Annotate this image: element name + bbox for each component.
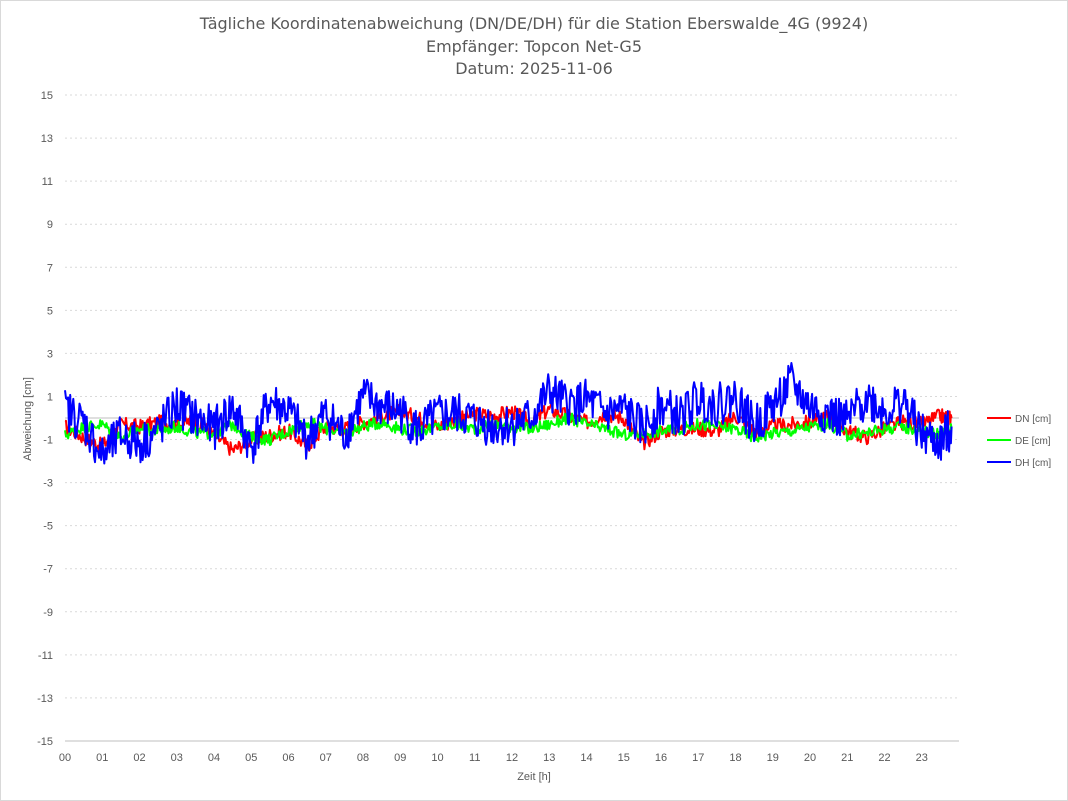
legend-label: DN [cm]: [1015, 414, 1051, 425]
y-tick-label: 9: [47, 219, 53, 231]
legend: DN [cm] DE [cm] DH [cm]: [987, 414, 1051, 469]
legend-label: DE [cm]: [1015, 436, 1051, 447]
x-tick-label: 12: [506, 752, 518, 764]
x-tick-label: 23: [916, 752, 928, 764]
x-tick-label: 01: [96, 752, 108, 764]
y-tick-label: 5: [47, 305, 53, 317]
y-tick-label: -5: [43, 521, 53, 533]
y-tick-label: -9: [43, 607, 53, 619]
y-tick-label: -1: [43, 435, 53, 447]
x-tick-label: 05: [245, 752, 257, 764]
chart-title-line-2: Empfänger: Topcon Net-G5: [426, 37, 642, 56]
x-tick-label: 00: [59, 752, 71, 764]
x-tick-label: 20: [804, 752, 816, 764]
x-axis-label: Zeit [h]: [517, 771, 551, 783]
x-tick-label: 21: [841, 752, 853, 764]
x-tick-label: 15: [618, 752, 630, 764]
chart-title-line-3: Datum: 2025-11-06: [455, 59, 613, 78]
series-lines: [64, 362, 953, 465]
x-tick-label: 16: [655, 752, 667, 764]
y-axis-ticks: 15 13 11 9 7 5 3 1 -1 -3 -5 -7 -9 -11 -13 -15: [37, 90, 53, 748]
x-tick-label: 07: [320, 752, 332, 764]
x-tick-label: 03: [171, 752, 183, 764]
y-tick-label: -7: [43, 564, 53, 576]
x-tick-label: 17: [692, 752, 704, 764]
x-tick-label: 04: [208, 752, 220, 764]
x-tick-label: 06: [282, 752, 294, 764]
series-line-dh: [64, 362, 953, 465]
legend-label: DH [cm]: [1015, 458, 1051, 469]
x-tick-label: 08: [357, 752, 369, 764]
chart-title-group: Tägliche Koordinatenabweichung (DN/DE/DH…: [199, 14, 868, 78]
y-tick-label: -11: [38, 650, 53, 662]
x-tick-label: 22: [878, 752, 890, 764]
x-tick-label: 13: [543, 752, 555, 764]
x-axis-ticks: 00 01 02 03 04 05 06 07 08 09 10 11 12 13 14 15 16 17 18 19…: [59, 752, 928, 764]
y-tick-label: 13: [41, 133, 53, 145]
chart-title-line-1: Tägliche Koordinatenabweichung (DN/DE/DH…: [199, 14, 868, 34]
x-tick-label: 11: [469, 752, 480, 764]
y-tick-label: -13: [37, 693, 53, 705]
x-tick-label: 18: [729, 752, 741, 764]
x-tick-label: 02: [133, 752, 145, 764]
y-tick-label: 15: [41, 90, 53, 102]
y-tick-label: 3: [47, 348, 53, 360]
y-tick-label: 11: [42, 176, 53, 188]
y-axis-label: Abweichung [cm]: [22, 377, 34, 461]
x-tick-label: 19: [767, 752, 779, 764]
x-tick-label: 10: [431, 752, 443, 764]
y-tick-label: -15: [37, 736, 53, 748]
y-tick-label: 1: [47, 391, 53, 403]
y-tick-label: 7: [47, 262, 53, 274]
y-tick-label: -3: [43, 478, 53, 490]
x-tick-label: 14: [580, 752, 592, 764]
x-tick-label: 09: [394, 752, 406, 764]
